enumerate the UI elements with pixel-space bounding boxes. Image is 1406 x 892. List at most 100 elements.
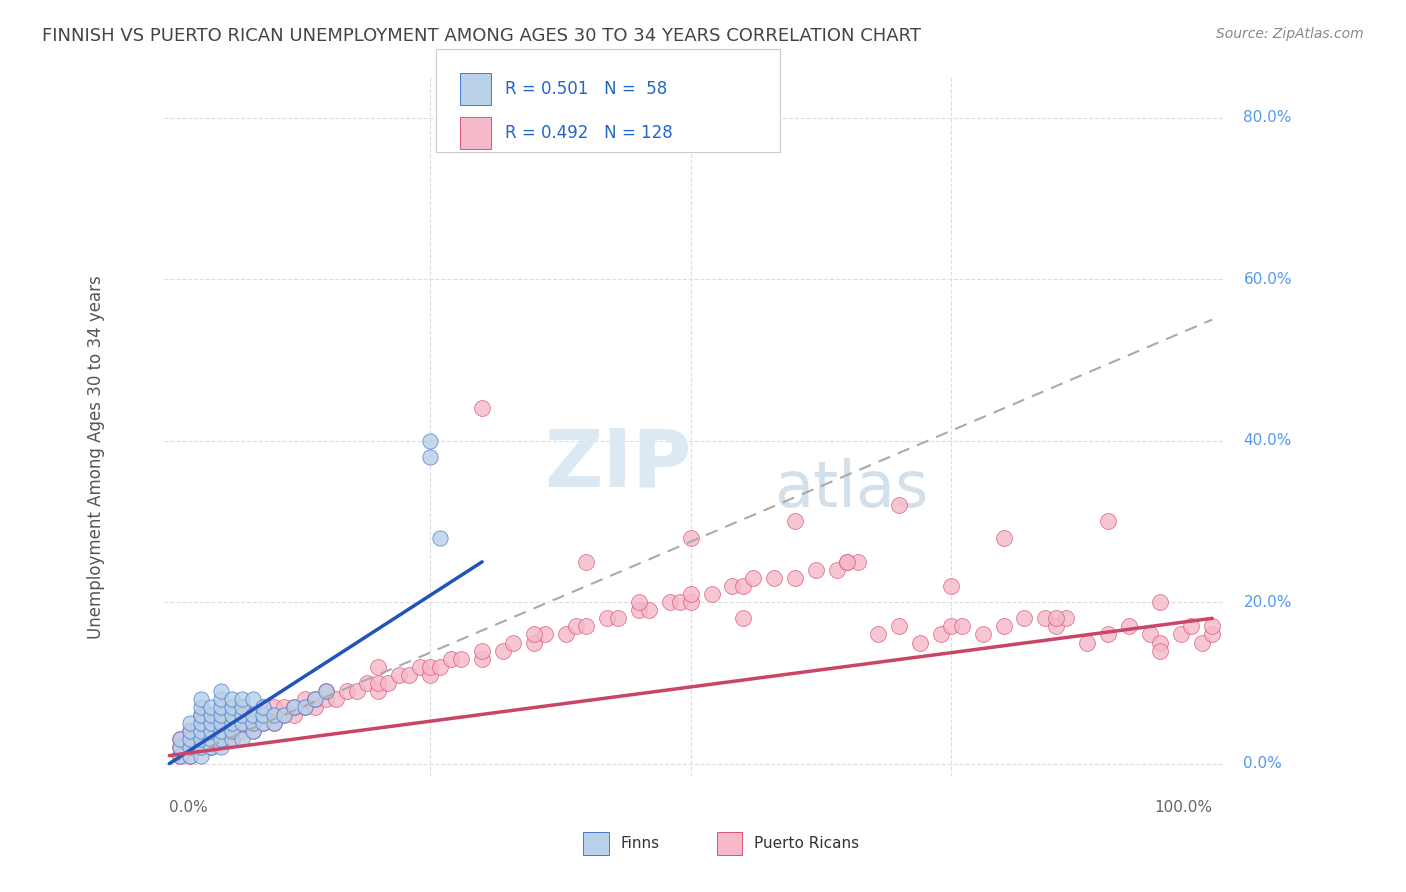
Point xyxy=(804,563,827,577)
Point xyxy=(200,732,222,747)
Point xyxy=(221,724,243,739)
Point xyxy=(398,668,420,682)
Point xyxy=(190,708,212,723)
Point xyxy=(221,724,243,739)
Point xyxy=(367,684,389,698)
Point xyxy=(252,708,274,723)
Point xyxy=(231,700,253,714)
Point xyxy=(837,555,859,569)
Point xyxy=(190,724,212,739)
Point xyxy=(742,571,765,585)
Point xyxy=(179,724,201,739)
Point xyxy=(783,571,806,585)
Point xyxy=(575,555,598,569)
Point xyxy=(221,732,243,747)
Point xyxy=(972,627,994,641)
Point xyxy=(231,716,253,731)
Point xyxy=(565,619,588,633)
Point xyxy=(471,651,494,665)
Text: FINNISH VS PUERTO RICAN UNEMPLOYMENT AMONG AGES 30 TO 34 YEARS CORRELATION CHART: FINNISH VS PUERTO RICAN UNEMPLOYMENT AMO… xyxy=(42,27,921,45)
Point xyxy=(283,708,305,723)
Point xyxy=(190,708,212,723)
Point xyxy=(679,587,702,601)
Point xyxy=(419,668,441,682)
Point xyxy=(1033,611,1056,625)
Point xyxy=(846,555,869,569)
Point xyxy=(221,716,243,731)
Point xyxy=(889,619,911,633)
Point xyxy=(169,732,191,747)
Point xyxy=(231,700,253,714)
Point xyxy=(492,643,515,657)
Point xyxy=(190,724,212,739)
Point xyxy=(419,450,441,464)
Point xyxy=(825,563,848,577)
Point xyxy=(304,692,326,706)
Point xyxy=(242,692,264,706)
Point xyxy=(429,531,451,545)
Point xyxy=(1139,627,1161,641)
Point xyxy=(367,659,389,673)
Point xyxy=(1045,611,1067,625)
Point xyxy=(179,732,201,747)
Point xyxy=(658,595,681,609)
Point xyxy=(941,579,963,593)
Point xyxy=(596,611,619,625)
Point xyxy=(429,659,451,673)
Point xyxy=(209,724,232,739)
Point xyxy=(263,708,285,723)
Point xyxy=(209,708,232,723)
Text: 40.0%: 40.0% xyxy=(1243,434,1292,448)
Point xyxy=(200,724,222,739)
Point xyxy=(200,708,222,723)
Point xyxy=(242,708,264,723)
Point xyxy=(731,579,754,593)
Point xyxy=(1170,627,1192,641)
Point xyxy=(377,676,399,690)
Text: 20.0%: 20.0% xyxy=(1243,595,1292,609)
Point xyxy=(868,627,890,641)
Point xyxy=(1097,515,1119,529)
Point xyxy=(231,732,253,747)
Text: 0.0%: 0.0% xyxy=(169,800,208,815)
Point xyxy=(908,635,931,649)
Point xyxy=(221,708,243,723)
Point xyxy=(179,716,201,731)
Point xyxy=(190,732,212,747)
Text: ZIP: ZIP xyxy=(544,426,692,504)
Point xyxy=(200,716,222,731)
Point xyxy=(679,531,702,545)
Point xyxy=(263,716,285,731)
Point xyxy=(679,595,702,609)
Point xyxy=(304,700,326,714)
Point xyxy=(889,498,911,512)
Point xyxy=(273,708,295,723)
Point xyxy=(179,748,201,763)
Point xyxy=(731,611,754,625)
Point xyxy=(242,708,264,723)
Point xyxy=(200,708,222,723)
Point xyxy=(179,748,201,763)
Point xyxy=(169,748,191,763)
Point xyxy=(638,603,661,617)
Point xyxy=(523,627,546,641)
Point xyxy=(783,515,806,529)
Text: 0.0%: 0.0% xyxy=(1243,756,1282,771)
Point xyxy=(209,716,232,731)
Point xyxy=(231,724,253,739)
Point xyxy=(471,643,494,657)
Point xyxy=(1201,627,1223,641)
Point xyxy=(169,732,191,747)
Point xyxy=(533,627,555,641)
Point xyxy=(252,716,274,731)
Point xyxy=(263,708,285,723)
Point xyxy=(325,692,347,706)
Point xyxy=(179,740,201,755)
Point xyxy=(231,716,253,731)
Point xyxy=(554,627,576,641)
Point xyxy=(209,700,232,714)
Text: 100.0%: 100.0% xyxy=(1154,800,1212,815)
Point xyxy=(1118,619,1140,633)
Point xyxy=(190,716,212,731)
Point xyxy=(209,724,232,739)
